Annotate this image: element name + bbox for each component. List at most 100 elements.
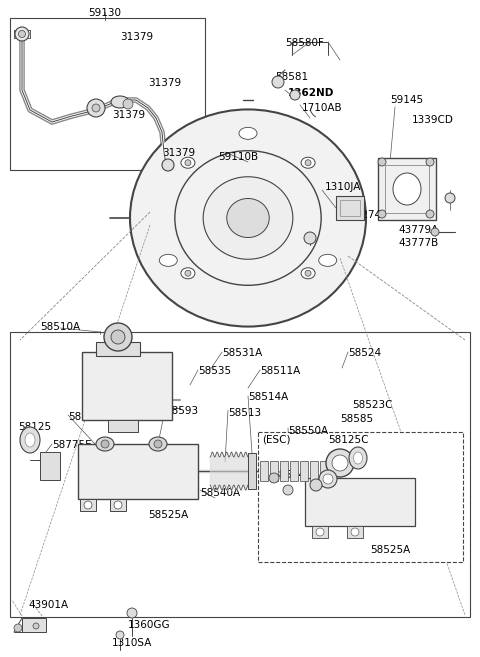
Bar [305, 478, 415, 526]
Circle shape [378, 210, 386, 218]
Circle shape [84, 501, 92, 509]
Circle shape [445, 193, 455, 203]
Bar [10, 332, 470, 617]
Circle shape [185, 270, 191, 277]
Circle shape [14, 624, 22, 632]
Text: 31379: 31379 [162, 148, 195, 158]
Circle shape [114, 501, 122, 509]
Circle shape [319, 470, 337, 488]
Bar [312, 526, 328, 538]
Text: 58580F: 58580F [286, 38, 324, 48]
Circle shape [316, 528, 324, 536]
Text: 58125C: 58125C [328, 435, 369, 445]
Text: 58511A: 58511A [260, 366, 300, 376]
Text: 56274: 56274 [348, 210, 381, 220]
Circle shape [431, 228, 439, 236]
Ellipse shape [149, 437, 167, 451]
Ellipse shape [111, 96, 129, 108]
Ellipse shape [130, 110, 366, 327]
Circle shape [111, 330, 125, 344]
Text: 31379: 31379 [112, 110, 145, 120]
Text: (ESC): (ESC) [262, 435, 290, 445]
Text: 58535: 58535 [198, 366, 231, 376]
Text: 58125: 58125 [18, 422, 51, 432]
Bar [258, 432, 463, 562]
Bar [78, 444, 198, 499]
Circle shape [378, 158, 386, 166]
Bar [22, 618, 46, 632]
Circle shape [310, 479, 322, 491]
Ellipse shape [393, 173, 421, 205]
Text: 1710AB: 1710AB [302, 103, 343, 113]
Bar [270, 461, 278, 481]
Bar [340, 200, 360, 216]
Bar [82, 352, 172, 420]
Ellipse shape [227, 198, 269, 238]
Text: 43777B: 43777B [398, 238, 438, 248]
Text: 58523C: 58523C [352, 400, 393, 410]
Ellipse shape [301, 268, 315, 279]
Text: 59130: 59130 [88, 8, 121, 18]
Text: 58513: 58513 [228, 408, 261, 418]
Circle shape [33, 623, 39, 629]
Circle shape [326, 449, 354, 477]
Text: 58775E: 58775E [52, 440, 92, 450]
Text: 59110B: 59110B [218, 152, 258, 162]
Text: 58593: 58593 [165, 406, 198, 416]
Circle shape [154, 440, 162, 448]
Bar [40, 452, 60, 480]
Circle shape [269, 473, 279, 483]
Bar [378, 158, 436, 220]
Circle shape [104, 323, 132, 351]
Bar [280, 461, 288, 481]
Circle shape [19, 30, 25, 37]
Text: 1310SA: 1310SA [112, 638, 152, 648]
Bar [310, 461, 318, 481]
Text: 58581: 58581 [275, 72, 308, 82]
Circle shape [426, 210, 434, 218]
Circle shape [323, 474, 333, 484]
Text: 1310JA: 1310JA [325, 182, 361, 192]
Ellipse shape [20, 427, 40, 453]
Ellipse shape [349, 447, 367, 469]
Ellipse shape [239, 127, 257, 139]
Circle shape [272, 76, 284, 88]
Ellipse shape [181, 157, 195, 168]
Text: 58540A: 58540A [200, 488, 240, 498]
Bar [96, 342, 140, 356]
Circle shape [305, 160, 311, 166]
Circle shape [283, 485, 293, 495]
Text: 58531A: 58531A [222, 348, 262, 358]
Ellipse shape [96, 437, 114, 451]
Ellipse shape [319, 254, 336, 266]
Bar [10, 18, 205, 170]
Text: 31379: 31379 [120, 32, 153, 42]
Circle shape [351, 528, 359, 536]
Circle shape [185, 160, 191, 166]
Bar [290, 461, 298, 481]
Ellipse shape [353, 452, 362, 464]
Text: 58510A: 58510A [40, 322, 80, 332]
Bar [300, 461, 308, 481]
Circle shape [162, 159, 174, 171]
Text: 1339CD: 1339CD [412, 115, 454, 125]
Text: 58585: 58585 [340, 414, 373, 424]
Circle shape [290, 90, 300, 100]
Text: 58524: 58524 [348, 348, 381, 358]
Text: 58525A: 58525A [370, 545, 410, 555]
Text: 43901A: 43901A [28, 600, 68, 610]
Bar [110, 499, 126, 511]
Circle shape [116, 631, 124, 639]
Text: 43779A: 43779A [398, 225, 438, 235]
Bar [385, 165, 429, 213]
Circle shape [92, 104, 100, 112]
Bar [336, 196, 364, 220]
Text: 1362ND: 1362ND [288, 88, 335, 98]
Circle shape [332, 455, 348, 471]
Circle shape [15, 27, 29, 41]
Ellipse shape [25, 433, 35, 447]
Text: 58594: 58594 [272, 470, 305, 480]
Bar [347, 526, 363, 538]
Circle shape [87, 99, 105, 117]
Bar [80, 499, 96, 511]
